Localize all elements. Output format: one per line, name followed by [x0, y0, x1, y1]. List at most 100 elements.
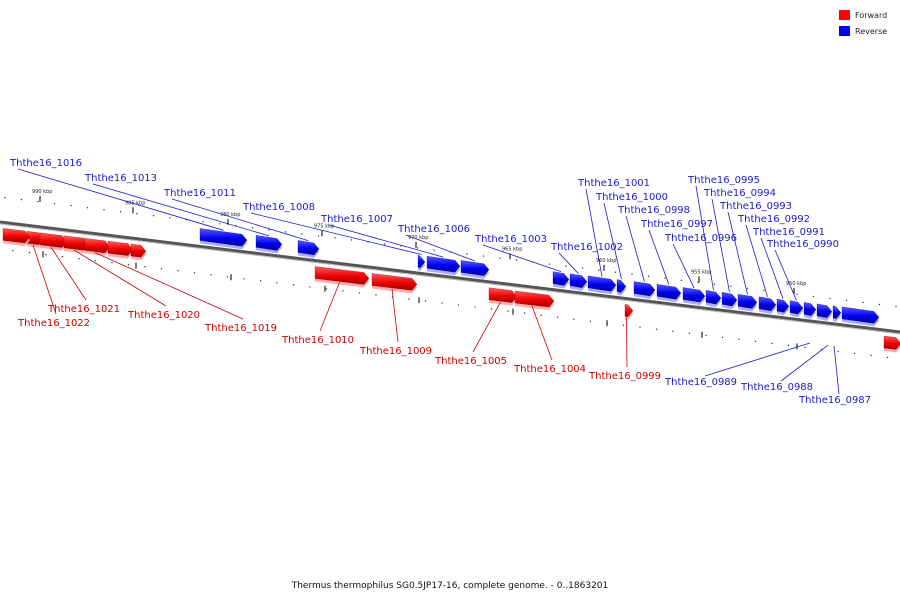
- gene-feature[interactable]: [832, 305, 842, 322]
- gene-label[interactable]: Ththe16_1005: [434, 356, 507, 367]
- gene-arrow[interactable]: [514, 290, 555, 308]
- gene-arrow[interactable]: [624, 304, 634, 317]
- gene-label[interactable]: Ththe16_1001: [577, 178, 650, 189]
- gene-feature[interactable]: [841, 306, 880, 327]
- gene-label[interactable]: Ththe16_0997: [640, 219, 713, 230]
- gene-label[interactable]: Ththe16_1016: [9, 158, 82, 169]
- gene-arrow[interactable]: [816, 303, 833, 318]
- gene-arrow[interactable]: [488, 287, 518, 303]
- gene-arrow[interactable]: [776, 298, 790, 313]
- gene-feature[interactable]: [552, 271, 570, 289]
- gene-label[interactable]: Ththe16_0992: [737, 214, 810, 225]
- gene-arrow[interactable]: [721, 292, 738, 307]
- gene-feature[interactable]: [63, 235, 90, 254]
- gene-feature[interactable]: [776, 298, 790, 316]
- gene-feature[interactable]: [371, 273, 418, 294]
- gene-label[interactable]: Ththe16_1008: [242, 202, 315, 213]
- gene-arrow[interactable]: [552, 271, 570, 286]
- gene-arrow[interactable]: [199, 228, 248, 247]
- gene-feature[interactable]: [514, 290, 555, 311]
- gene-label[interactable]: Ththe16_1020: [127, 310, 200, 321]
- gene-label[interactable]: Ththe16_1004: [513, 364, 586, 375]
- gene-label[interactable]: Ththe16_0989: [664, 377, 737, 388]
- gene-feature[interactable]: [460, 260, 490, 279]
- gene-arrow[interactable]: [84, 238, 111, 253]
- gene-arrow[interactable]: [297, 240, 320, 256]
- gene-label[interactable]: Ththe16_0988: [740, 382, 813, 393]
- gene-feature[interactable]: [84, 238, 111, 256]
- gene-label[interactable]: Ththe16_0998: [617, 205, 690, 216]
- gene-feature[interactable]: [721, 292, 738, 310]
- gene-feature[interactable]: [488, 287, 518, 306]
- gene-label[interactable]: Ththe16_1007: [320, 214, 393, 225]
- gene-label[interactable]: Ththe16_0991: [752, 227, 825, 238]
- gene-arrow[interactable]: [803, 302, 817, 316]
- gene-arrow[interactable]: [789, 300, 804, 315]
- gene-feature[interactable]: [656, 284, 682, 303]
- gene-arrow[interactable]: [682, 287, 706, 303]
- gene-feature[interactable]: [199, 228, 248, 250]
- gene-feature[interactable]: [803, 302, 817, 319]
- gene-feature[interactable]: [314, 266, 370, 288]
- gene-feature[interactable]: [130, 243, 147, 261]
- gene-feature[interactable]: [107, 241, 134, 259]
- gene-label[interactable]: Ththe16_0990: [766, 239, 839, 250]
- gene-arrow[interactable]: [371, 273, 418, 291]
- gene-label[interactable]: Ththe16_0996: [664, 233, 737, 244]
- gene-label[interactable]: Ththe16_1009: [359, 346, 432, 357]
- gene-arrow[interactable]: [832, 305, 842, 319]
- gene-arrow[interactable]: [737, 294, 758, 309]
- gene-arrow[interactable]: [705, 290, 722, 305]
- gene-feature[interactable]: [426, 256, 461, 276]
- gene-label[interactable]: Ththe16_0987: [798, 395, 871, 406]
- gene-label[interactable]: Ththe16_0993: [719, 201, 792, 212]
- gene-feature[interactable]: [587, 275, 617, 295]
- gene-arrow[interactable]: [841, 306, 880, 324]
- gene-feature[interactable]: [297, 240, 320, 258]
- gene-feature[interactable]: [2, 228, 31, 247]
- gene-label[interactable]: Ththe16_0999: [588, 371, 661, 382]
- gene-label[interactable]: Ththe16_0994: [703, 188, 776, 199]
- gene-feature[interactable]: [255, 235, 283, 254]
- gene-feature[interactable]: [569, 273, 588, 291]
- gene-arrow[interactable]: [39, 232, 68, 248]
- gene-arrow[interactable]: [314, 266, 370, 285]
- gene-feature[interactable]: [633, 281, 656, 300]
- gene-label[interactable]: Ththe16_1002: [550, 242, 623, 253]
- gene-label[interactable]: Ththe16_1021: [47, 304, 120, 315]
- gene-arrow[interactable]: [460, 260, 490, 276]
- gene-label[interactable]: Ththe16_1006: [397, 224, 470, 235]
- gene-feature[interactable]: [883, 335, 900, 353]
- gene-arrow[interactable]: [616, 279, 627, 293]
- gene-arrow[interactable]: [587, 275, 617, 292]
- gene-feature[interactable]: [758, 296, 777, 314]
- gene-arrow[interactable]: [130, 243, 147, 258]
- gene-arrow[interactable]: [426, 256, 461, 273]
- gene-label[interactable]: Ththe16_0995: [687, 175, 760, 186]
- gene-label[interactable]: Ththe16_1013: [84, 173, 157, 184]
- gene-arrow[interactable]: [107, 241, 134, 256]
- gene-arrow[interactable]: [569, 273, 588, 288]
- gene-label[interactable]: Ththe16_1010: [281, 335, 354, 346]
- gene-label[interactable]: Ththe16_1000: [595, 192, 668, 203]
- gene-feature[interactable]: [705, 290, 722, 308]
- gene-feature[interactable]: [26, 231, 45, 248]
- gene-feature[interactable]: [616, 279, 627, 296]
- gene-arrow[interactable]: [883, 335, 900, 350]
- gene-feature[interactable]: [789, 300, 804, 318]
- gene-label[interactable]: Ththe16_1003: [474, 234, 547, 245]
- gene-arrow[interactable]: [758, 296, 777, 312]
- gene-arrow[interactable]: [255, 235, 283, 251]
- gene-arrow[interactable]: [633, 281, 656, 297]
- gene-feature[interactable]: [816, 303, 833, 321]
- gene-label[interactable]: Ththe16_1022: [17, 318, 90, 329]
- gene-label[interactable]: Ththe16_1011: [163, 188, 236, 199]
- gene-arrow[interactable]: [417, 254, 426, 269]
- gene-feature[interactable]: [417, 254, 426, 271]
- gene-label[interactable]: Ththe16_1019: [204, 323, 277, 334]
- gene-arrow[interactable]: [656, 284, 682, 300]
- gene-feature[interactable]: [39, 232, 68, 251]
- gene-feature[interactable]: [624, 304, 634, 320]
- gene-feature[interactable]: [737, 294, 758, 312]
- gene-arrow[interactable]: [2, 228, 31, 244]
